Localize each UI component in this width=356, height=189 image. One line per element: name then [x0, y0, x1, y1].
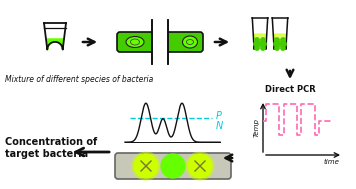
Text: Temp: Temp [254, 118, 260, 137]
Text: Concentration of
target bacteria: Concentration of target bacteria [5, 137, 97, 159]
Circle shape [161, 154, 185, 178]
Polygon shape [254, 34, 266, 49]
Circle shape [278, 42, 282, 46]
FancyBboxPatch shape [115, 153, 231, 179]
FancyBboxPatch shape [117, 32, 203, 52]
Text: N: N [216, 121, 223, 131]
Ellipse shape [126, 36, 144, 47]
Circle shape [282, 42, 286, 46]
Circle shape [274, 42, 278, 46]
Circle shape [261, 46, 265, 50]
Polygon shape [47, 39, 63, 49]
Ellipse shape [183, 36, 198, 48]
Circle shape [255, 46, 259, 50]
Circle shape [254, 42, 258, 46]
Circle shape [275, 38, 279, 42]
Text: Mixture of different species of bacteria: Mixture of different species of bacteria [5, 75, 153, 84]
Bar [152, 20, 168, 64]
Circle shape [132, 152, 160, 180]
Circle shape [134, 154, 158, 178]
Circle shape [262, 42, 266, 46]
Circle shape [258, 42, 262, 46]
Text: Direct PCR: Direct PCR [265, 85, 315, 94]
Circle shape [275, 46, 279, 50]
Circle shape [281, 38, 285, 42]
Circle shape [188, 154, 212, 178]
Circle shape [281, 46, 285, 50]
Circle shape [186, 152, 214, 180]
Text: time: time [323, 159, 339, 165]
Text: P: P [216, 111, 222, 121]
Polygon shape [274, 34, 286, 49]
Circle shape [261, 38, 265, 42]
Circle shape [255, 38, 259, 42]
